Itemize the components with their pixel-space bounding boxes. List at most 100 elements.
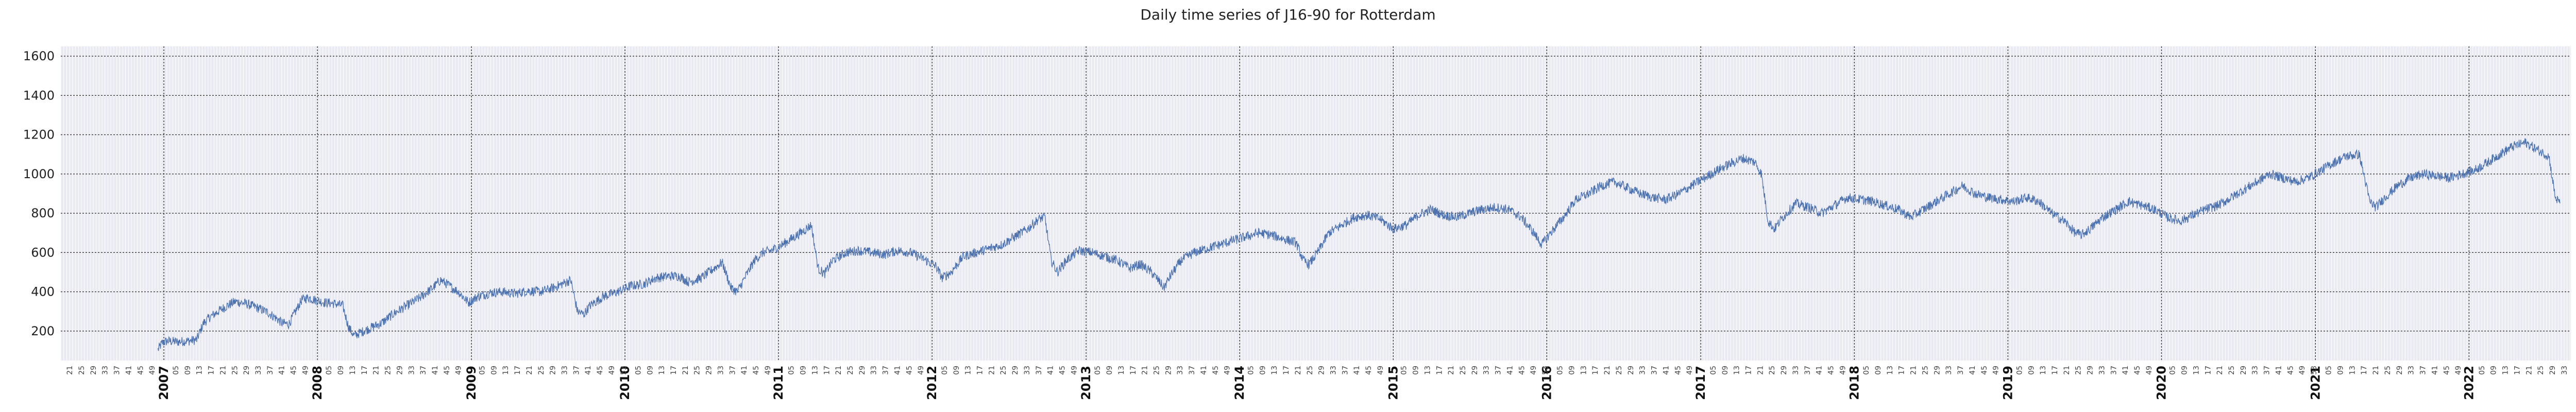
week-tick-label: 49 xyxy=(1992,366,2001,375)
week-tick-label: 17 xyxy=(2204,366,2212,375)
week-tick-label: 37 xyxy=(882,366,890,375)
week-tick-label: 25 xyxy=(2228,366,2236,375)
week-tick-label: 53 xyxy=(2310,366,2318,375)
week-tick-label: 05 xyxy=(325,366,333,375)
week-tick-label: 17 xyxy=(1591,366,1600,375)
week-tick-label: 17 xyxy=(1129,366,1138,375)
week-tick-label: 29 xyxy=(2087,366,2095,375)
week-tick-label: 45 xyxy=(443,366,451,375)
week-tick-label: 13 xyxy=(2348,366,2357,375)
week-tick-label: 33 xyxy=(1792,366,1800,375)
year-tick-label: 2013 xyxy=(1079,366,1093,400)
week-tick-label: 25 xyxy=(2537,366,2545,375)
week-tick-label: 17 xyxy=(2051,366,2059,375)
week-tick-label: 33 xyxy=(408,366,416,375)
week-tick-label: 37 xyxy=(1035,366,1043,375)
week-tick-label: 49 xyxy=(1377,366,1385,375)
week-tick-label: 49 xyxy=(2298,366,2307,375)
week-tick-label: 09 xyxy=(1874,366,1883,375)
week-tick-label: 41 xyxy=(2431,366,2439,375)
week-tick-label: 41 xyxy=(431,366,439,375)
week-tick-label: 45 xyxy=(1674,366,1682,375)
year-tick-label: 2020 xyxy=(2154,366,2168,400)
week-tick-label: 49 xyxy=(1686,366,1694,375)
week-tick-label: 09 xyxy=(490,366,498,375)
week-tick-label: 49 xyxy=(1839,366,1847,375)
year-tick-label: 2022 xyxy=(2462,366,2476,400)
week-tick-label: 37 xyxy=(572,366,581,375)
y-axis: 200 400 600 800 1000 1200 1400 1600 xyxy=(23,49,55,338)
week-tick-label: 05 xyxy=(1247,366,1255,375)
week-tick-label: 37 xyxy=(1957,366,1965,375)
week-tick-label: 33 xyxy=(561,366,569,375)
week-tick-label: 41 xyxy=(1200,366,1208,375)
week-tick-label: 17 xyxy=(514,366,522,375)
week-tick-label: 25 xyxy=(1306,366,1314,375)
week-tick-label: 33 xyxy=(1023,366,1031,375)
week-tick-label: 05 xyxy=(2015,366,2024,375)
week-tick-label: 29 xyxy=(396,366,404,375)
week-tick-label: 09 xyxy=(953,366,961,375)
week-tick-label: 37 xyxy=(1341,366,1349,375)
week-tick-label: 37 xyxy=(266,366,275,375)
week-tick-label: 09 xyxy=(1106,366,1114,375)
week-tick-label: 37 xyxy=(1804,366,1812,375)
week-tick-label: 33 xyxy=(1945,366,1953,375)
week-tick-label: 05 xyxy=(172,366,180,375)
week-tick-label: 29 xyxy=(2240,366,2248,375)
week-tick-label: 29 xyxy=(1471,366,1479,375)
y-tick-label: 1400 xyxy=(23,88,55,102)
week-tick-label: 25 xyxy=(1921,366,1929,375)
week-tick-label: 29 xyxy=(1780,366,1788,375)
week-tick-label: 29 xyxy=(1627,366,1635,375)
week-tick-label: 21 xyxy=(835,366,843,375)
week-tick-label: 41 xyxy=(1969,366,1977,375)
week-tick-label: 21 xyxy=(372,366,381,375)
y-tick-label: 600 xyxy=(31,245,55,260)
week-tick-label: 25 xyxy=(999,366,1008,375)
week-tick-label: 45 xyxy=(1827,366,1836,375)
week-tick-label: 13 xyxy=(1423,366,1432,375)
week-tick-label: 25 xyxy=(693,366,702,375)
week-tick-label: 45 xyxy=(1980,366,1989,375)
week-tick-label: 09 xyxy=(1412,366,1420,375)
week-tick-label: 09 xyxy=(1568,366,1577,375)
week-tick-label: 13 xyxy=(2192,366,2200,375)
y-tick-label: 400 xyxy=(31,285,55,299)
y-tick-label: 1200 xyxy=(23,128,55,142)
week-tick-label: 21 xyxy=(1141,366,1149,375)
week-tick-label: 09 xyxy=(2490,366,2498,375)
week-tick-label: 29 xyxy=(705,366,714,375)
week-tick-label: 21 xyxy=(1756,366,1765,375)
week-tick-label: 09 xyxy=(800,366,808,375)
week-tick-label: 41 xyxy=(2275,366,2283,375)
week-tick-label: 33 xyxy=(2561,366,2569,375)
week-tick-label: 29 xyxy=(549,366,557,375)
week-tick-label: 41 xyxy=(1506,366,1514,375)
week-tick-label: 17 xyxy=(1435,366,1444,375)
week-tick-label: 05 xyxy=(2325,366,2333,375)
week-tick-label: 05 xyxy=(634,366,642,375)
week-tick-label: 33 xyxy=(255,366,263,375)
week-tick-label: 09 xyxy=(337,366,345,375)
week-tick-label: 49 xyxy=(2145,366,2154,375)
week-tick-label: 45 xyxy=(2133,366,2142,375)
week-tick-label: 13 xyxy=(1580,366,1588,375)
week-tick-label: 45 xyxy=(1212,366,1220,375)
week-tick-label: 29 xyxy=(90,366,98,375)
week-tick-label: 09 xyxy=(2027,366,2036,375)
week-tick-label: 21 xyxy=(1603,366,1612,375)
week-tick-label: 17 xyxy=(1898,366,1906,375)
week-tick-label: 05 xyxy=(941,366,949,375)
week-tick-label: 13 xyxy=(196,366,204,375)
week-tick-label: 41 xyxy=(1816,366,1824,375)
week-tick-label: 21 xyxy=(2063,366,2071,375)
week-tick-label: 45 xyxy=(905,366,913,375)
week-tick-label: 25 xyxy=(2075,366,2083,375)
week-tick-label: 21 xyxy=(682,366,690,375)
week-tick-label: 21 xyxy=(2372,366,2380,375)
week-tick-label: 37 xyxy=(419,366,428,375)
week-tick-label: 37 xyxy=(113,366,122,375)
week-tick-label: 41 xyxy=(1047,366,1055,375)
